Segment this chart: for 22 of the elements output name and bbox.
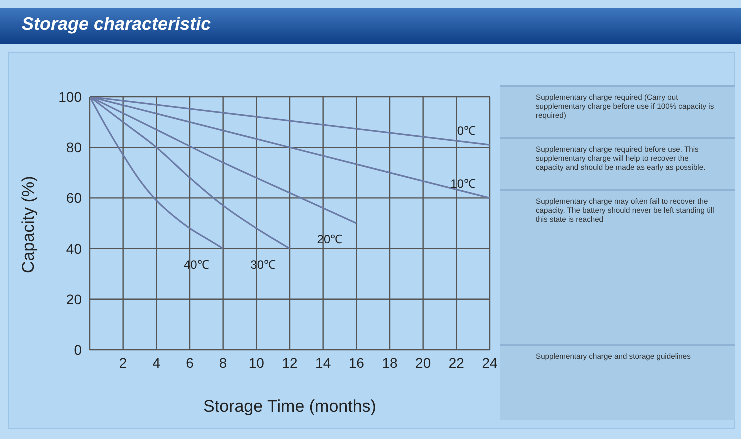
x-tick-label: 18 — [382, 354, 398, 371]
x-tick-label: 6 — [186, 354, 194, 371]
x-tick-label: 14 — [316, 354, 332, 371]
x-axis-title: Storage Time (months) — [204, 397, 376, 416]
x-tick-label: 8 — [219, 354, 228, 371]
x-tick-label: 22 — [448, 354, 465, 371]
y-axis-title: Capacity (%) — [19, 176, 38, 274]
x-tick-label: 4 — [152, 354, 161, 371]
x-tick-label: 16 — [348, 354, 365, 371]
x-tick-label: 20 — [416, 354, 432, 371]
y-tick-label: 60 — [66, 190, 82, 206]
series-label: 0℃ — [457, 124, 476, 138]
y-tick-label: 80 — [66, 140, 82, 156]
x-tick-label: 12 — [282, 354, 298, 371]
x-tick-label: 10 — [248, 354, 265, 371]
y-tick-label: 20 — [66, 291, 82, 308]
x-tick-label: 2 — [119, 354, 128, 371]
y-tick-label: 0 — [74, 342, 82, 358]
y-tick-label: 40 — [66, 240, 82, 257]
chart-title: Storage characteristic — [22, 14, 212, 35]
x-tick-label: 24 — [482, 354, 498, 371]
y-tick-label: 100 — [58, 88, 82, 105]
